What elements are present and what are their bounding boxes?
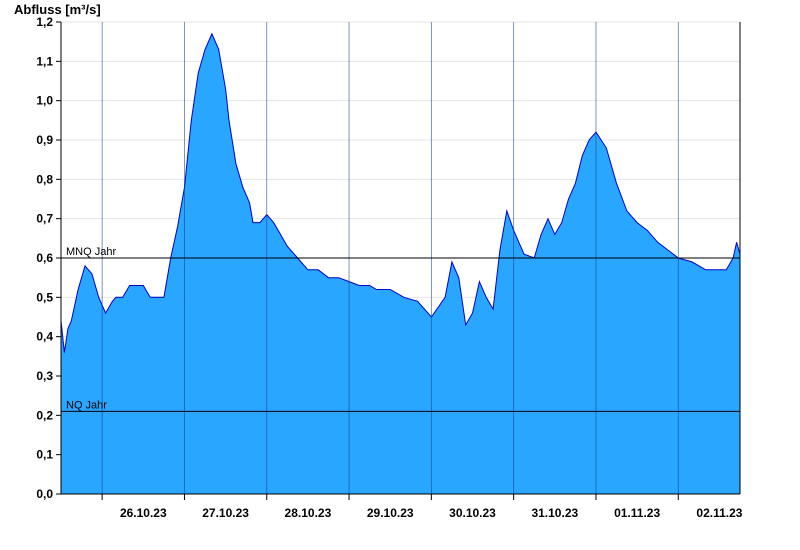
y-tick-label: 0,7 [36,212,53,226]
y-tick-label: 0,5 [36,290,53,304]
y-tick-label: 1,0 [36,94,53,108]
x-tick-label: 02.11.23 [696,506,742,520]
x-axis-ticks: 26.10.23 27.10.23 28.10.23 29.10.23 30.10.23… [101,494,743,520]
reference-line-label: NQ Jahr [66,399,107,411]
x-tick-label: 01.11.23 [614,506,660,520]
reference-lines: MNQ Jahr NQ Jahr [61,246,740,412]
y-tick-label: 0,9 [36,133,53,147]
x-tick-label: 28.10.23 [285,506,332,520]
y-tick-label: 1,1 [36,54,53,68]
discharge-area [61,33,740,495]
y-tick-label: 1,2 [36,15,53,29]
x-tick-label: 30.10.23 [449,506,496,520]
y-tick-label: 0,0 [36,487,53,501]
x-tick-label: 31.10.23 [531,506,578,520]
reference-line-label: MNQ Jahr [66,246,116,258]
x-tick-label: 26.10.23 [120,506,167,520]
discharge-line [60,32,741,353]
y-tick-label: 0,6 [36,251,53,265]
x-tick-label: 27.10.23 [202,506,249,520]
y-tick-label: 0,1 [36,448,53,462]
y-tick-label: 0,2 [36,408,53,422]
y-tick-label: 0,3 [36,369,53,383]
y-axis-label: Abfluss [m³/s] [14,2,101,17]
y-tick-label: 0,4 [36,330,53,344]
y-axis-ticks: 0,0 0,1 0,2 0,3 0,4 0,5 0,6 0,7 0,8 0,9 1,0 1,1 1,2 [36,15,61,501]
x-tick-label: 29.10.23 [367,506,414,520]
y-tick-label: 0,8 [36,172,53,186]
